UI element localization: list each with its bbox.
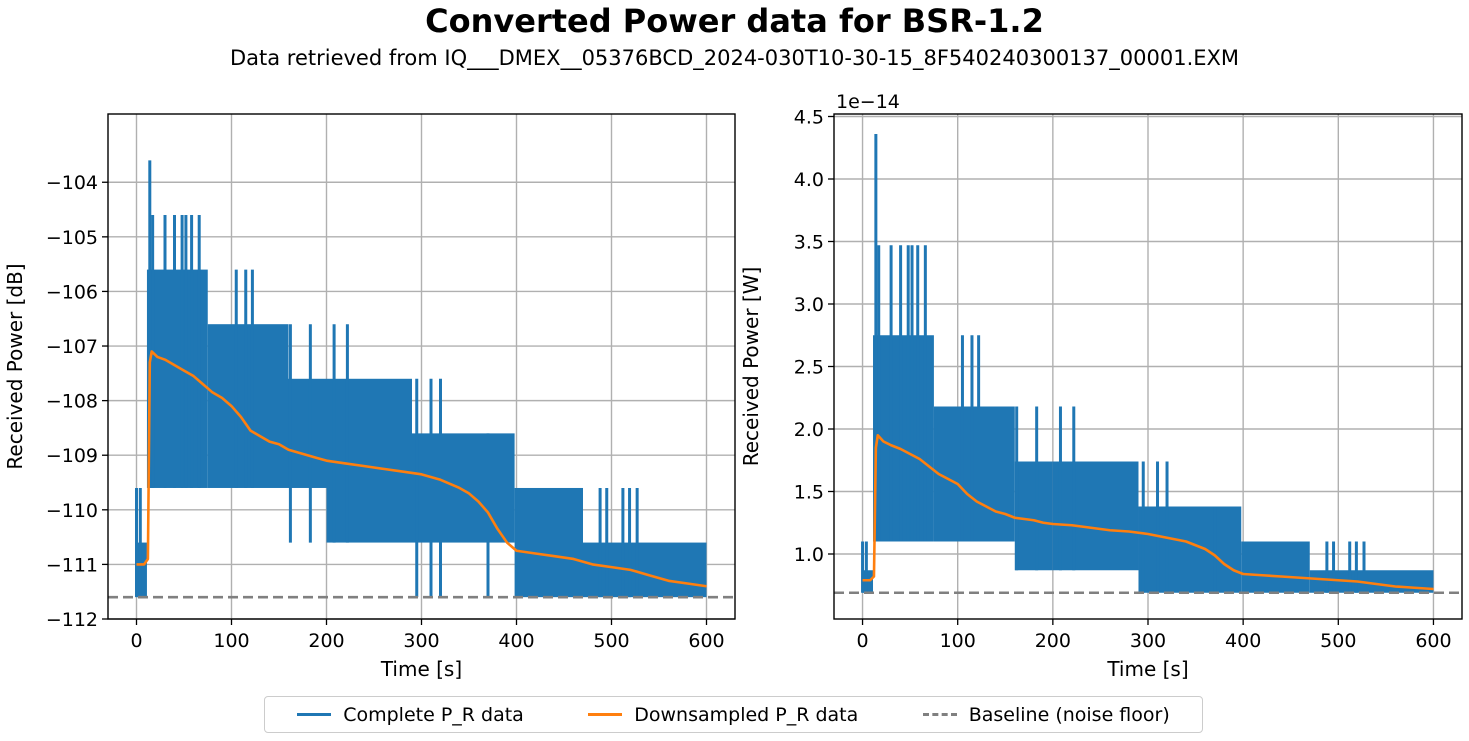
plot-panel-1: 0 100 200 300 400 500 600 1.0 1.5 2.0 2.5 3.0 3.5 4.0… xyxy=(739,91,1463,681)
y-tick-label-0: 1.0 xyxy=(794,544,824,566)
legend-label-baseline: Baseline (noise floor) xyxy=(968,703,1170,726)
x-tick-label-0: 0 xyxy=(856,630,868,652)
y-axis-label: Received Power [W] xyxy=(739,267,763,467)
y-tick-label-6: 4.0 xyxy=(794,169,824,191)
y-tick-label-5: −107 xyxy=(46,336,98,358)
legend-swatch-baseline xyxy=(922,713,957,716)
y-tick-label-2: −110 xyxy=(46,500,98,522)
legend-item-complete: Complete P_R data xyxy=(297,704,524,726)
figure-title: Converted Power data for BSR-1.2 xyxy=(425,2,1044,40)
complete-data-band-3 xyxy=(288,378,327,488)
figure-subtitle: Data retrieved from IQ___DMEX__05376BCD_… xyxy=(229,46,1240,70)
y-tick-label-2: 2.0 xyxy=(794,419,824,441)
x-tick-label-1: 100 xyxy=(940,630,976,652)
x-tick-label-5: 500 xyxy=(593,630,629,652)
x-tick-label-4: 400 xyxy=(1225,630,1261,652)
y-offset-label: 1e−14 xyxy=(836,91,900,113)
y-tick-label-4: 3.0 xyxy=(794,294,824,316)
legend-item-baseline: Baseline (noise floor) xyxy=(922,703,1170,726)
x-tick-label-6: 600 xyxy=(1415,630,1451,652)
x-tick-label-4: 400 xyxy=(498,630,534,652)
complete-data-band-5 xyxy=(412,433,515,543)
x-tick-label-1: 100 xyxy=(213,630,249,652)
legend-label-downsampled: Downsampled P_R data xyxy=(634,703,859,726)
legend-item-downsampled: Downsampled P_R data xyxy=(588,704,858,726)
complete-data-band-5 xyxy=(1138,506,1242,593)
y-tick-label-1: 1.5 xyxy=(794,482,824,504)
y-tick-label-6: −106 xyxy=(46,281,98,303)
y-axis-label: Received Power [dB] xyxy=(3,263,27,469)
y-tick-label-8: −104 xyxy=(46,172,98,194)
x-tick-label-0: 0 xyxy=(130,630,142,652)
legend: Complete P_R data Downsampled P_R data B… xyxy=(264,696,1203,733)
complete-data-band-4 xyxy=(326,378,412,543)
legend-swatch-complete xyxy=(297,713,332,716)
y-tick-label-7: 4.5 xyxy=(794,107,824,129)
figure-canvas: 0 100 200 300 400 500 600 −112 −111 −110 −109 −108 −… xyxy=(3,91,1463,681)
x-tick-label-2: 200 xyxy=(308,630,344,652)
x-tick-label-3: 300 xyxy=(403,630,439,652)
downsampled-line xyxy=(136,350,707,588)
plot-area-0 xyxy=(108,160,735,599)
complete-data-band-2 xyxy=(933,406,1015,542)
complete-data-band-1 xyxy=(873,335,934,542)
y-tick-label-5: 3.5 xyxy=(794,232,824,254)
legend-swatch-downsampled xyxy=(588,713,623,716)
y-tick-label-3: 2.5 xyxy=(794,357,824,379)
x-tick-label-3: 300 xyxy=(1130,630,1166,652)
complete-data-band-2 xyxy=(207,324,289,488)
legend-label-complete: Complete P_R data xyxy=(343,703,524,726)
downsampled-line xyxy=(862,433,1434,591)
x-axis-label: Time [s] xyxy=(1106,657,1188,681)
plot-panel-0: 0 100 200 300 400 500 600 −112 −111 −110 −109 −108 −… xyxy=(3,113,736,681)
x-tick-label-5: 500 xyxy=(1320,630,1356,652)
complete-data-band-7 xyxy=(583,542,707,598)
x-tick-label-2: 200 xyxy=(1035,630,1071,652)
plot-area-1 xyxy=(834,134,1462,595)
y-tick-label-1: −111 xyxy=(46,554,98,576)
x-tick-label-6: 600 xyxy=(688,630,724,652)
y-tick-label-0: −112 xyxy=(46,609,98,631)
complete-data-band-6 xyxy=(1241,541,1310,593)
y-tick-label-4: −108 xyxy=(46,391,98,413)
y-tick-label-3: −109 xyxy=(46,445,98,467)
x-axis-label: Time [s] xyxy=(380,657,462,681)
complete-data-band-6 xyxy=(514,487,583,598)
complete-data-band-3 xyxy=(1014,461,1053,571)
y-tick-label-7: −105 xyxy=(46,227,98,249)
complete-data-band-4 xyxy=(1052,461,1139,571)
